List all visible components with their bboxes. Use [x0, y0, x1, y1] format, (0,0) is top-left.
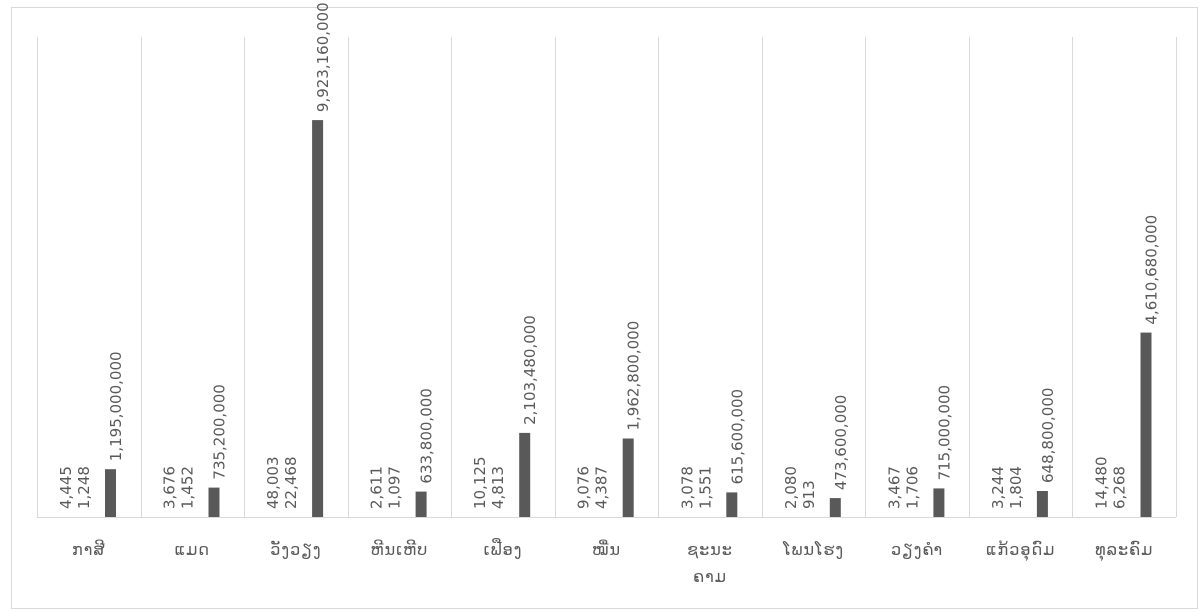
bar — [1036, 491, 1048, 517]
x-tick-label: ເຟືອງ — [484, 538, 523, 559]
data-labels: 4,445 1,248 1,195,000,000 3,676 1,452 735,200… — [57, 2, 1161, 509]
x-tick-label: ກາສີ — [72, 540, 106, 559]
bar — [312, 120, 324, 517]
grid-lines — [37, 37, 1177, 518]
data-label: 48,003 — [264, 457, 282, 510]
x-tick-label: ແມດ — [175, 540, 210, 559]
data-label: 735,200,000 — [211, 384, 229, 479]
data-label: 3,676 — [161, 466, 179, 509]
data-label: 1,195,000,000 — [107, 351, 125, 461]
data-label: 9,076 — [575, 466, 593, 509]
data-label: 14,480 — [1093, 457, 1111, 510]
data-label: 1,248 — [75, 466, 93, 509]
data-label: 4,813 — [489, 466, 507, 509]
data-label: 633,800,000 — [418, 388, 436, 483]
data-label: 3,078 — [678, 466, 696, 509]
data-label: 913 — [800, 480, 818, 509]
bar — [208, 487, 220, 517]
x-tick-label: ວັງວຽງ — [270, 540, 321, 559]
x-tick-label: ວຽງຄຳ — [891, 540, 943, 559]
data-label: 4,387 — [593, 466, 611, 509]
x-tick-label: ຄາມ — [693, 567, 727, 586]
data-label: 2,611 — [368, 466, 386, 509]
data-label: 22,468 — [282, 457, 300, 510]
bars — [105, 120, 1152, 517]
bar — [415, 491, 427, 517]
bar — [933, 488, 945, 517]
data-label: 2,080 — [782, 466, 800, 509]
data-label: 1,804 — [1007, 466, 1025, 509]
x-tick-label: ທຸລະຄົມ — [1095, 540, 1153, 561]
x-tick-label: ໂພນໂຮງ — [782, 540, 844, 559]
bar — [622, 438, 634, 517]
data-label: 2,103,480,000 — [521, 315, 539, 425]
data-label: 473,600,000 — [832, 395, 850, 490]
data-label: 4,445 — [57, 466, 75, 509]
bar — [829, 498, 841, 517]
data-label: 3,244 — [989, 466, 1007, 509]
bar — [519, 432, 531, 517]
data-label: 9,923,160,000 — [314, 2, 332, 112]
bar — [726, 492, 738, 517]
data-label: 1,097 — [386, 466, 404, 509]
data-label: 1,962,800,000 — [625, 321, 643, 431]
x-tick-label: ໝື່ນ — [592, 540, 621, 559]
data-label: 1,551 — [696, 466, 714, 509]
data-label: 615,600,000 — [728, 389, 746, 484]
data-label: 715,000,000 — [935, 385, 953, 480]
bar — [1140, 332, 1152, 517]
x-tick-label: ແກ້ວອຸດົມ — [986, 540, 1055, 561]
x-tick-label: ຊະນະ — [687, 540, 733, 559]
data-label: 1,706 — [903, 466, 921, 509]
bar — [105, 469, 116, 517]
data-label: 648,800,000 — [1039, 388, 1057, 483]
data-label: 4,610,680,000 — [1143, 215, 1161, 325]
data-label: 1,452 — [179, 466, 197, 509]
x-tick-label: ຫີນເຫີບ — [371, 540, 429, 559]
data-label: 6,268 — [1111, 466, 1129, 509]
data-label: 10,125 — [471, 457, 489, 510]
data-label: 3,467 — [885, 466, 903, 509]
